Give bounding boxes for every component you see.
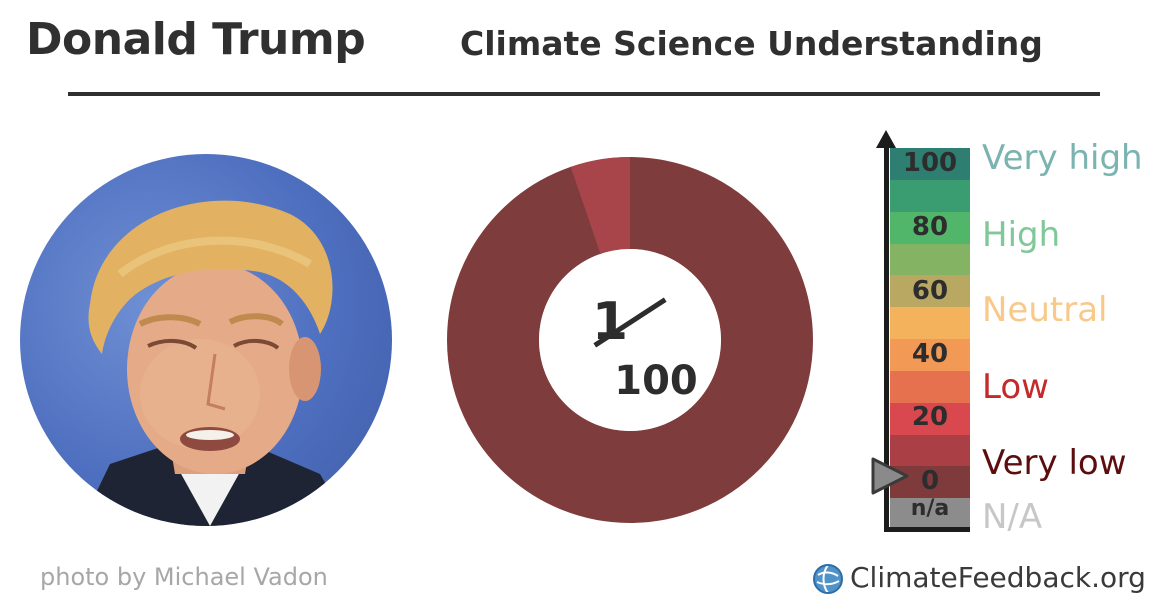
level-very-high: Very high: [982, 138, 1143, 178]
level-na: N/A: [982, 497, 1043, 537]
metric-title: Climate Science Understanding: [460, 24, 1043, 63]
scale-tick-label: 40: [911, 339, 949, 369]
score-max: 100: [614, 358, 698, 404]
scale-tick-label: 100: [902, 148, 958, 178]
scale-segment: [890, 148, 970, 181]
scale-tick-label: 0: [920, 466, 940, 496]
level-very-low: Very low: [982, 443, 1127, 483]
scale-segment: [890, 339, 970, 372]
scale-segment: [890, 275, 970, 308]
scale-tick-label: 20: [911, 402, 949, 432]
scale-segment: [890, 370, 970, 404]
photo-credit: photo by Michael Vadon: [40, 563, 328, 591]
rating-scale: 100 80 60 40 20 0 n/a: [890, 148, 970, 531]
score-donut: [447, 157, 813, 523]
scale-segment: [890, 498, 970, 531]
header-divider: [68, 92, 1100, 96]
scale-segment: [890, 466, 970, 499]
globe-logo-icon: [813, 564, 843, 594]
scale-segment: [890, 434, 970, 467]
scale-segment: [890, 307, 970, 340]
scale-tick-label: 60: [911, 276, 949, 306]
scale-axis: [884, 140, 889, 532]
scale-tick-label: 80: [911, 212, 949, 242]
score-value: 1: [591, 292, 629, 352]
arrow-up-icon: [876, 130, 896, 148]
scale-tick-label: n/a: [910, 496, 950, 521]
scale-segment: [890, 179, 970, 213]
scale-segment: [890, 211, 970, 244]
level-neutral: Neutral: [982, 290, 1108, 330]
donut-highlight-slice: [570, 157, 630, 254]
donut-hole: [539, 249, 721, 431]
level-low: Low: [982, 367, 1049, 407]
scale-segment: [890, 402, 970, 435]
scale-segment: [890, 243, 970, 276]
brand-link[interactable]: ClimateFeedback.org: [850, 561, 1146, 594]
person-name: Donald Trump: [26, 14, 366, 65]
portrait-photo: [20, 154, 392, 526]
scale-axis-foot: [884, 527, 970, 532]
score-pointer-icon: [871, 457, 909, 495]
level-high: High: [982, 215, 1061, 255]
